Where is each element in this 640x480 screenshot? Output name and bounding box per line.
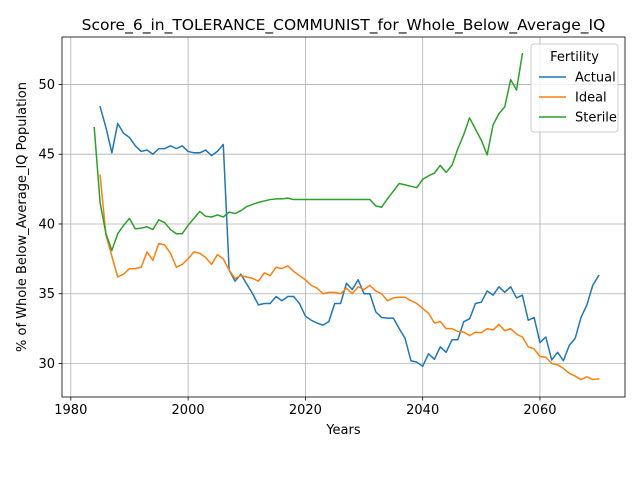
plot-area-frame <box>61 36 626 398</box>
x-tick-label: 2020 <box>289 403 322 418</box>
y-tick-label: 45 <box>38 148 55 163</box>
x-tick-label: 2060 <box>523 403 556 418</box>
series-line-sterile <box>93 52 524 252</box>
legend-items: Actual Ideal Sterile <box>539 71 617 126</box>
chart-title: Score_6_in_TOLERANCE_COMMUNIST_for_Whole… <box>82 16 606 35</box>
axis-ticks: 1980 2000 2020 2040 2060 30 35 40 45 50 <box>38 78 556 418</box>
legend-label-ideal: Ideal <box>575 91 607 106</box>
y-axis-label: % of Whole Below_Average_IQ Population <box>15 82 30 352</box>
series-line-ideal <box>99 174 600 381</box>
x-tick-label: 2000 <box>172 403 205 418</box>
legend-label-actual: Actual <box>575 71 616 86</box>
y-tick-label: 30 <box>38 357 55 372</box>
legend: Fertility Actual Ideal Sterile <box>530 43 619 133</box>
y-tick-label: 50 <box>38 78 55 93</box>
series-line-actual <box>99 105 600 368</box>
legend-label-sterile: Sterile <box>575 111 617 126</box>
legend-title: Fertility <box>550 50 599 65</box>
series-lines <box>93 52 600 381</box>
x-axis-label: Years <box>325 423 361 438</box>
y-tick-label: 35 <box>38 287 55 302</box>
y-tick-label: 40 <box>38 217 55 232</box>
legend-box <box>530 43 619 133</box>
x-tick-label: 2040 <box>406 403 439 418</box>
x-tick-label: 1980 <box>54 403 87 418</box>
